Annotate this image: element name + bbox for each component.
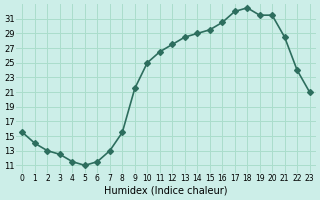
X-axis label: Humidex (Indice chaleur): Humidex (Indice chaleur) [104,186,228,196]
